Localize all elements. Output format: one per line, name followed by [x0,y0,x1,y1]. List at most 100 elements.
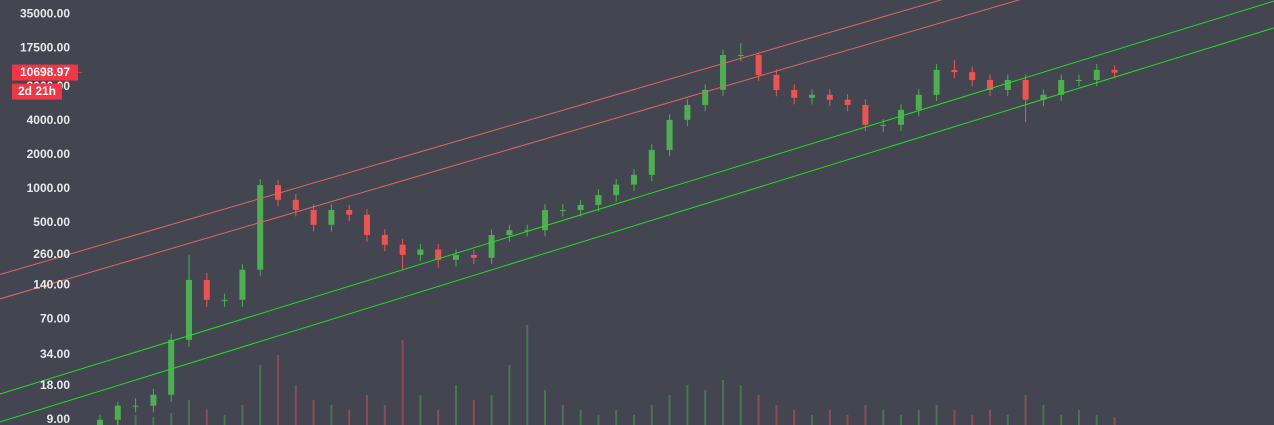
volume-bar [650,405,653,425]
y-tick-label: 2000.00 [27,147,71,161]
candle-body [399,244,406,255]
candle-body [737,55,744,57]
volume-bar [1024,395,1027,425]
candle-body [506,230,513,235]
y-tick-label: 35000.00 [20,7,70,21]
candle-body [1076,79,1082,81]
candle-body [559,209,566,211]
candle-body [755,55,762,75]
candle-body [114,405,121,420]
y-tick-label: 140.00 [33,277,70,291]
candle-body [933,69,940,95]
volume-bar [793,410,796,425]
volume-bar [294,385,297,425]
volume-bar [757,395,760,425]
candle-body [381,234,388,245]
volume-bar [828,410,831,425]
volume-bar [579,410,582,425]
volume-bar [277,355,279,425]
volume-bar [383,405,386,425]
volume-bar [312,400,315,425]
candle-body [1111,69,1118,73]
candle-body [898,109,904,125]
candle-body [987,79,993,91]
candle-body [453,254,459,260]
countdown-label: 2d 21h [18,84,56,98]
trend-line [0,0,943,275]
candle-body [292,199,299,210]
volume-bar [419,395,422,425]
candle-body [435,249,442,260]
candle-body [186,279,192,340]
volume-bar [668,395,671,425]
candle-body [1058,79,1065,95]
volume-bar [170,413,173,425]
volume-bar [1113,417,1116,425]
volume-bar [508,365,511,425]
candle-body [666,119,673,150]
volume-bar [401,340,404,425]
trend-line [0,0,1021,300]
candle-body [417,249,424,255]
candle-body [328,209,335,225]
volume-bar [490,395,493,425]
y-tick-label: 1000.00 [27,181,71,195]
y-tick-label: 9.00 [47,412,71,425]
volume-bar [722,380,724,425]
volume-bar [205,410,208,425]
candle-body [631,174,637,185]
volume-bar [686,385,689,425]
volume-bar [1078,410,1080,425]
y-tick-label: 17500.00 [20,41,70,55]
candle-body [613,184,620,196]
y-tick-label: 500.00 [33,215,70,229]
candle-body [702,89,709,105]
y-tick-label: 34.00 [40,347,70,361]
candle-body [524,230,531,232]
volume-bar [704,390,707,425]
candle-body [826,94,833,100]
candle-body [862,104,869,125]
candle-body [1004,79,1011,91]
price-label: 10698.97 [20,65,70,79]
candle-body [470,254,477,258]
volume-bar [152,417,155,425]
y-tick-label: 18.00 [40,378,70,392]
trend-line [0,27,1274,423]
candle-body [1093,69,1100,80]
candle-body [720,55,726,90]
trend-line [0,0,1274,395]
candle-body [310,209,317,225]
candle-body [97,419,103,425]
volume-bar [935,405,938,425]
candle-body [915,94,922,110]
y-tick-label: 4000.00 [27,113,71,127]
volume-bar [917,410,920,425]
volume-bar [633,415,635,425]
volume-bar [953,410,956,425]
candle-body [150,394,157,406]
volume-bar [971,415,974,425]
candle-body [773,74,780,91]
candle-body [791,90,798,98]
volume-bar [1095,415,1098,425]
volume-bar [134,415,137,425]
volume-bar [1060,415,1063,425]
volume-bar [472,400,475,425]
y-tick-label: 70.00 [40,311,70,325]
candle-body [969,72,976,80]
volume-bar [989,410,991,425]
candle-body [275,185,281,200]
candle-body [577,204,584,210]
volume-bar [241,405,244,425]
candle-body [844,99,851,105]
volume-bar [455,385,457,425]
volume-bar [900,415,902,425]
volume-bar [1006,415,1009,425]
volume-bar [544,390,546,425]
volume-bar [526,325,529,425]
candle-body [648,149,655,175]
candle-body [364,214,370,235]
